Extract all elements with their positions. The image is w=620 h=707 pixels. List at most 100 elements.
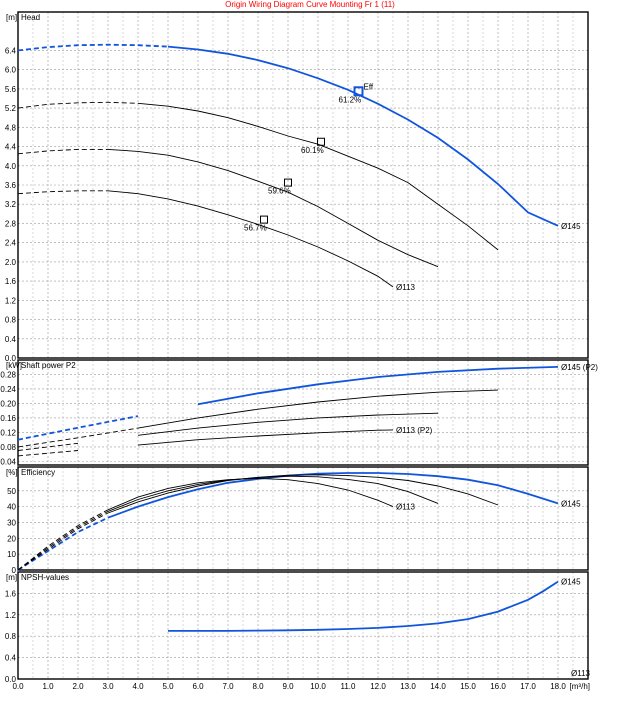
series-line-dashed	[17, 101, 139, 109]
y-tick-label: 3.6	[5, 181, 17, 190]
panel-power: 0.04 0.08 0.12 0.16 0.20 0.24 0.28 Shaft power …	[0, 359, 598, 466]
x-tick-label: 8.0	[252, 682, 264, 691]
series-line-dashed	[17, 415, 139, 441]
series-label: Ø113 (P2)	[396, 426, 433, 435]
series-line	[107, 148, 439, 268]
x-axis: 0.0 1.0 2.0 3.0 4.0 5.0 6.0 7.0 8.0 9.0 10.0 11.0 12…	[12, 669, 590, 691]
series-line	[107, 475, 439, 512]
series-line	[107, 477, 394, 511]
series-line	[107, 472, 559, 519]
series-label: Ø145 (P2)	[561, 363, 598, 372]
series-label: Ø145	[561, 222, 581, 231]
x-tick-label: 12.0	[370, 682, 386, 691]
x-tick-label: 6.0	[192, 682, 204, 691]
series-line-dashed	[17, 43, 169, 52]
x-tick-label: 3.0	[102, 682, 114, 691]
y-tick-label: 30	[7, 518, 16, 527]
y-tick-label: 0.8	[5, 632, 17, 641]
efficiency-point-label: 59.6%	[268, 187, 291, 196]
efficiency-point-label: 60.1%	[301, 146, 324, 155]
y-tick-label: 0	[12, 566, 17, 575]
series-line-dashed	[17, 511, 109, 571]
y-tick-label: 2.0	[5, 258, 17, 267]
series-line-dashed	[17, 427, 139, 448]
corner-label: Ø113	[571, 669, 591, 678]
chart-panels: 0.0 0.4 0.8 1.2 1.6 2.0 2.4 2.8 3.2 3.6 4.0 4.4 4.8 5…	[0, 11, 598, 684]
efficiency-point-marker	[284, 178, 292, 187]
panel-frame	[17, 466, 589, 571]
panel-unit: [%]	[6, 468, 18, 477]
y-tick-label: 4.4	[5, 143, 17, 152]
y-tick-label: 0.28	[0, 370, 16, 379]
efficiency-point-marker	[317, 137, 325, 146]
series-line-dashed	[17, 509, 109, 571]
x-tick-label: 5.0	[162, 682, 174, 691]
y-tick-label: 6.4	[5, 46, 17, 55]
y-tick-label: 1.6	[5, 589, 17, 598]
series-label: Ø113	[396, 503, 416, 512]
y-tick-label: 0.12	[0, 428, 16, 437]
series-line-dashed	[17, 450, 79, 457]
y-tick-label: 1.2	[5, 611, 17, 620]
y-tick-label: 0.04	[0, 457, 16, 466]
series-line	[167, 45, 559, 227]
y-tick-label: 10	[7, 550, 16, 559]
series-label: Ø145	[561, 578, 581, 587]
efficiency-point-marker	[260, 215, 268, 224]
x-tick-label: 13.0	[400, 682, 416, 691]
panel-frame	[17, 11, 589, 359]
efficiency-point-label: 56.7%	[244, 224, 267, 233]
series-line	[197, 366, 559, 406]
series-line-dashed	[17, 190, 108, 195]
series-line	[168, 580, 559, 632]
x-tick-label: 7.0	[222, 682, 234, 691]
panel-head: 0.0 0.4 0.8 1.2 1.6 2.0 2.4 2.8 3.2 3.6 4.0 4.4 4.8 5…	[5, 11, 589, 363]
series-label: Ø113	[396, 283, 416, 292]
y-tick-label: 20	[7, 534, 16, 543]
y-tick-label: 0.4	[5, 335, 17, 344]
y-tick-label: 2.8	[5, 219, 17, 228]
series-line-dashed	[17, 148, 108, 155]
x-tick-label: 14.0	[430, 682, 446, 691]
y-tick-label: 0.0	[5, 354, 17, 363]
series-line	[137, 389, 499, 429]
x-tick-label: 9.0	[282, 682, 294, 691]
panel-unit: [m]	[6, 13, 17, 22]
panel-title: Shaft power P2	[21, 361, 76, 370]
y-tick-label: 0.08	[0, 443, 16, 452]
page-title: Origin Wiring Diagram Curve Mounting Fr …	[225, 0, 395, 9]
x-axis-unit: [m³/h]	[570, 682, 590, 691]
series-line-dashed	[17, 442, 79, 451]
panel-unit: [m]	[6, 573, 17, 582]
y-tick-label: 4.0	[5, 162, 17, 171]
x-tick-label: 18.0	[550, 682, 566, 691]
x-tick-label: 2.0	[72, 682, 84, 691]
y-tick-label: 50	[7, 487, 16, 496]
panel-unit: [kW]	[6, 361, 22, 370]
panel-efficiency: 0 10 20 30 40 50 Efficiency[%] Ø145 Ø113	[6, 466, 589, 575]
panel-npsh: 0.0 0.4 0.8 1.2 1.6 NPSH-values [m] Ø145	[5, 571, 589, 684]
panel-frame	[17, 359, 589, 466]
efficiency-point-label: 61.2%	[339, 95, 362, 104]
y-tick-label: 5.2	[5, 104, 17, 113]
y-tick-label: 3.2	[5, 200, 17, 209]
series-label: Ø145	[561, 499, 581, 508]
y-tick-label: 0.24	[0, 385, 16, 394]
y-tick-label: 5.6	[5, 85, 17, 94]
x-tick-label: 4.0	[132, 682, 144, 691]
series-line	[107, 474, 499, 514]
x-tick-label: 1.0	[42, 682, 54, 691]
x-tick-label: 10.0	[310, 682, 326, 691]
x-tick-label: 16.0	[490, 682, 506, 691]
panel-title: Head	[21, 13, 40, 22]
y-tick-label: 0.4	[5, 654, 17, 663]
x-tick-label: 15.0	[460, 682, 476, 691]
series-line	[137, 429, 394, 446]
panel-title: NPSH-values	[21, 573, 69, 582]
series-line	[137, 412, 439, 436]
y-tick-label: 1.6	[5, 277, 17, 286]
y-tick-label: 0.20	[0, 399, 16, 408]
panel-frame	[17, 571, 589, 680]
panel-title: Efficiency	[21, 468, 55, 477]
